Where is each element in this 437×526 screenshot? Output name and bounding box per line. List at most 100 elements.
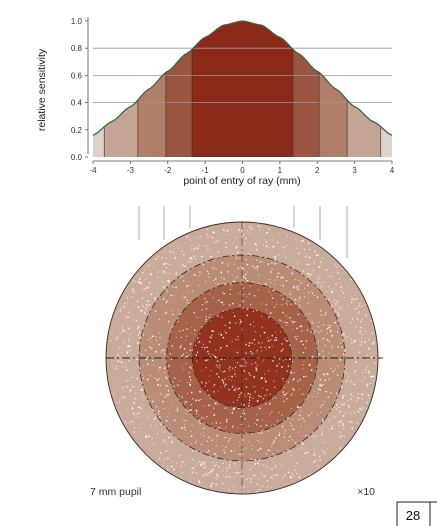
speckle-dot	[206, 440, 208, 442]
speckle-dot	[204, 461, 206, 463]
speckle-dot	[339, 447, 341, 449]
speckle-dot	[296, 327, 298, 330]
speckle-dot	[272, 317, 274, 319]
speckle-dot	[269, 393, 271, 395]
speckle-dot	[253, 321, 254, 323]
speckle-dot	[299, 325, 301, 328]
speckle-dot	[194, 315, 196, 317]
speckle-dot	[249, 400, 250, 401]
speckle-dot	[201, 370, 203, 372]
speckle-dot	[322, 419, 324, 421]
speckle-dot	[353, 299, 355, 301]
speckle-dot	[226, 469, 228, 471]
speckle-dot	[206, 346, 208, 348]
speckle-dot	[216, 240, 219, 242]
speckle-dot	[264, 395, 266, 397]
speckle-dot	[273, 441, 275, 443]
speckle-dot	[293, 287, 295, 289]
speckle-dot	[194, 274, 196, 276]
speckle-dot	[272, 289, 274, 292]
speckle-dot	[298, 286, 300, 288]
speckle-dot	[252, 386, 254, 387]
speckle-dot	[299, 414, 301, 417]
speckle-dot	[145, 310, 147, 312]
speckle-dot	[359, 303, 361, 304]
speckle-dot	[328, 429, 330, 431]
speckle-dot	[211, 470, 213, 472]
speckle-dot	[158, 343, 160, 346]
speckle-dot	[237, 427, 239, 428]
speckle-dot	[243, 404, 245, 406]
speckle-dot	[359, 326, 362, 329]
speckle-dot	[182, 264, 184, 266]
speckle-dot	[249, 393, 251, 395]
speckle-dot	[119, 402, 120, 404]
speckle-dot	[318, 276, 320, 278]
speckle-dot	[248, 253, 250, 255]
speckle-dot	[330, 378, 331, 379]
speckle-dot	[269, 414, 270, 416]
speckle-dot	[127, 423, 129, 425]
speckle-dot	[257, 449, 259, 451]
speckle-dot	[229, 283, 232, 285]
speckle-dot	[224, 324, 226, 326]
speckle-dot	[235, 376, 236, 377]
speckle-dot	[166, 396, 168, 397]
speckle-dot	[366, 385, 368, 387]
speckle-dot	[137, 406, 140, 408]
speckle-dot	[261, 432, 263, 434]
speckle-dot	[323, 425, 325, 427]
speckle-dot	[115, 368, 118, 370]
speckle-dot	[333, 369, 335, 371]
speckle-dot	[223, 449, 225, 451]
speckle-dot	[228, 234, 230, 235]
speckle-dot	[222, 336, 224, 339]
speckle-dot	[179, 277, 181, 279]
speckle-dot	[237, 339, 239, 341]
speckle-dot	[336, 374, 338, 376]
speckle-dot	[320, 310, 322, 312]
speckle-dot	[317, 278, 320, 280]
speckle-dot	[320, 314, 323, 317]
speckle-dot	[118, 355, 120, 357]
speckle-dot	[235, 466, 237, 468]
speckle-dot	[258, 488, 261, 491]
speckle-dot	[300, 426, 302, 428]
speckle-dot	[210, 397, 212, 399]
speckle-dot	[159, 337, 161, 339]
speckle-dot	[251, 352, 254, 355]
speckle-dot	[355, 361, 357, 363]
speckle-dot	[162, 281, 164, 283]
speckle-dot	[238, 292, 239, 294]
speckle-dot	[238, 229, 240, 231]
speckle-dot	[345, 372, 347, 374]
speckle-dot	[195, 354, 197, 356]
speckle-dot	[259, 335, 261, 337]
speckle-dot	[184, 436, 185, 437]
speckle-dot	[300, 447, 303, 449]
speckle-dot	[285, 441, 286, 443]
speckle-dot	[200, 433, 202, 435]
speckle-dot	[269, 413, 271, 415]
speckle-dot	[206, 236, 208, 238]
speckle-dot	[164, 396, 166, 398]
speckle-dot	[283, 400, 285, 403]
speckle-dot	[231, 386, 234, 388]
speckle-dot	[290, 476, 292, 479]
speckle-dot	[119, 332, 121, 334]
speckle-dot	[250, 478, 252, 480]
speckle-dot	[350, 397, 352, 399]
speckle-dot	[271, 425, 272, 426]
speckle-dot	[223, 452, 226, 454]
speckle-dot	[189, 382, 191, 384]
speckle-dot	[354, 294, 356, 296]
speckle-dot	[198, 421, 200, 423]
speckle-dot	[228, 439, 230, 441]
speckle-dot	[229, 366, 231, 368]
speckle-dot	[127, 344, 129, 346]
speckle-dot	[347, 305, 349, 307]
speckle-dot	[318, 353, 320, 355]
speckle-dot	[211, 423, 213, 425]
speckle-dot	[280, 294, 282, 296]
